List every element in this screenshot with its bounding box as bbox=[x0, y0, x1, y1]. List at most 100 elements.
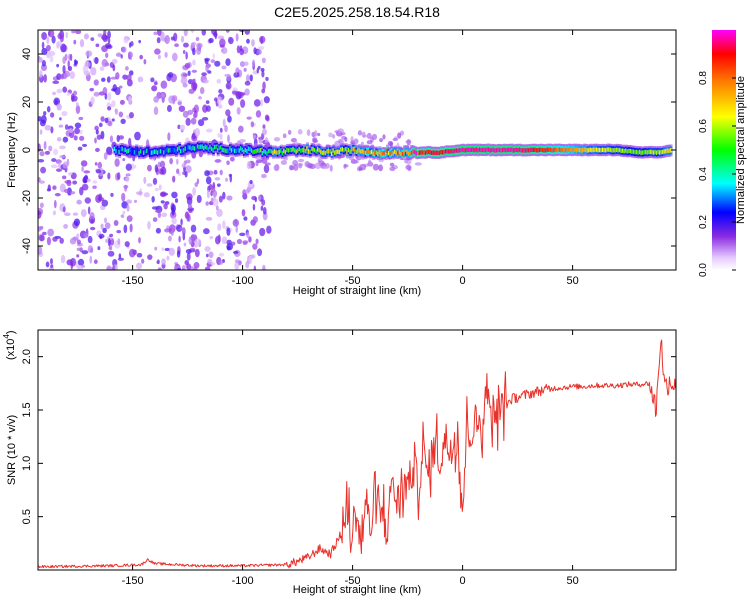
spectrogram-noise-cell bbox=[185, 159, 191, 164]
spectrogram-noise-cell bbox=[206, 189, 210, 199]
spectrogram-noise-cell bbox=[93, 79, 99, 86]
spectrogram-noise-cell bbox=[40, 166, 47, 174]
spectrogram-noise-cell bbox=[210, 59, 216, 64]
spectrogram-haze-cell bbox=[255, 160, 259, 167]
spectrogram-noise-cell bbox=[42, 231, 47, 236]
spectrogram-noise-cell bbox=[210, 197, 214, 204]
spectrogram-noise-cell bbox=[106, 266, 113, 270]
spectrogram-noise-cell bbox=[205, 176, 212, 185]
spectrogram-noise-cell bbox=[171, 191, 178, 199]
spectrogram-haze-cell bbox=[372, 163, 379, 171]
spectrogram-noise-cell bbox=[38, 57, 43, 63]
spectrogram-noise-cell bbox=[182, 83, 188, 88]
spectrogram-noise-cell bbox=[203, 228, 210, 235]
snr-x-tick-label: -100 bbox=[232, 575, 254, 587]
spectrogram-haze-cell bbox=[359, 163, 367, 171]
spectrogram-noise-cell bbox=[215, 205, 219, 211]
spectrogram-noise-cell bbox=[218, 252, 225, 257]
snr-y-axis-label: SNR (10 * v/v) bbox=[6, 415, 18, 485]
spectrogram-haze-cell bbox=[357, 131, 363, 136]
spectrogram-noise-cell bbox=[249, 179, 253, 185]
spectrogram-noise-cell bbox=[106, 92, 112, 101]
spectrogram-noise-cell bbox=[79, 186, 84, 196]
spectrogram-noise-cell bbox=[98, 122, 103, 128]
spectrogram-noise-cell bbox=[260, 67, 265, 72]
spectrogram-noise-cell bbox=[95, 43, 100, 48]
spectrogram-noise-cell bbox=[83, 233, 89, 239]
spectrogram-noise-cell bbox=[119, 99, 125, 105]
colorbar-tick-label: 0.4 bbox=[698, 167, 709, 181]
spectrogram-noise-cell bbox=[126, 74, 132, 81]
spectrogram-noise-cell bbox=[137, 76, 144, 83]
spectrogram-noise-cell bbox=[52, 80, 60, 84]
spectrogram-noise-cell bbox=[257, 248, 263, 257]
spectrogram-noise-cell bbox=[190, 265, 194, 270]
spectrogram-noise-cell bbox=[238, 125, 244, 133]
spectrogram-noise-cell bbox=[261, 173, 267, 179]
spectrogram-haze-cell bbox=[273, 136, 281, 142]
spectrogram-noise-cell bbox=[252, 216, 258, 224]
spectrogram-noise-cell bbox=[161, 212, 168, 218]
spectrogram-noise-cell bbox=[261, 70, 265, 78]
spectrogram-noise-cell bbox=[176, 158, 179, 165]
spectrogram-noise-cell bbox=[77, 146, 83, 151]
spectrogram-noise-cell bbox=[179, 226, 183, 231]
spectrogram-noise-cell bbox=[67, 60, 70, 68]
spectrogram-ridge bbox=[113, 140, 673, 161]
spectrogram-noise-cell bbox=[104, 93, 108, 100]
spectrogram-noise-cell bbox=[97, 246, 101, 251]
spectrogram-noise-cell bbox=[205, 216, 213, 221]
spectrogram-haze-cell bbox=[287, 129, 292, 135]
spectrogram-noise-cell bbox=[54, 192, 61, 197]
spectrogram-noise-cell bbox=[208, 183, 213, 191]
spectrogram-noise-cell bbox=[261, 199, 266, 206]
spectrogram-noise-cell bbox=[143, 176, 147, 184]
spectrogram-noise-cell bbox=[184, 62, 191, 69]
spectrogram-noise-cell bbox=[248, 236, 252, 243]
spectrogram-noise-cell bbox=[51, 35, 56, 44]
snr-multiplier-exponent: 4 bbox=[2, 334, 11, 339]
spectrogram-noise-cell bbox=[195, 37, 200, 42]
spectrogram-noise-cell bbox=[176, 224, 183, 232]
spectrogram-noise-cell bbox=[214, 30, 218, 40]
spectrogram-noise-cell bbox=[56, 63, 60, 68]
spectrogram-noise-cell bbox=[128, 96, 132, 102]
spectrogram-y-axis-label: Frequency (Hz) bbox=[6, 112, 18, 188]
spectrogram-noise-cell bbox=[56, 40, 63, 47]
spectrogram-noise-cell bbox=[40, 64, 48, 72]
spectrogram-noise-cell bbox=[116, 229, 122, 234]
spectrogram-noise-cell bbox=[207, 70, 212, 74]
spectrogram-noise-cell bbox=[201, 117, 209, 121]
spectrogram-noise-cell bbox=[118, 135, 125, 140]
spectrogram-noise-cell bbox=[240, 99, 246, 108]
spectrogram-noise-cell bbox=[205, 105, 211, 112]
spectrogram-noise-cell bbox=[83, 170, 91, 174]
spectrogram-noise-cell bbox=[121, 201, 129, 209]
spectrogram-noise-cell bbox=[160, 200, 165, 204]
colorbar-tick-label: 0.8 bbox=[698, 71, 709, 85]
spectrogram-haze-cell bbox=[414, 162, 422, 166]
spectrogram-haze-cell bbox=[264, 162, 271, 166]
spectrogram-noise-cell bbox=[219, 169, 223, 176]
spectrogram-noise-cell bbox=[262, 124, 266, 129]
spectrogram-noise-cell bbox=[260, 36, 264, 45]
spectrogram-haze-cell bbox=[389, 162, 395, 167]
spectrogram-ridge-cell bbox=[669, 148, 673, 153]
spectrogram-noise-cell bbox=[76, 239, 82, 245]
spectrogram-noise-cell bbox=[104, 117, 109, 124]
spectrogram-noise-cell bbox=[98, 233, 105, 239]
spectrogram-noise-cell bbox=[239, 61, 245, 67]
figure-title: C2E5.2025.258.18.54.R18 bbox=[274, 4, 440, 20]
spectrogram-noise-cell bbox=[172, 52, 178, 62]
spectrogram-noise-cell bbox=[41, 41, 45, 49]
spectrogram-noise-cell bbox=[174, 43, 180, 48]
spectrogram-noise-cell bbox=[154, 209, 162, 213]
spectrogram-noise-cell bbox=[117, 257, 125, 261]
spectrogram-noise-cell bbox=[92, 180, 98, 184]
spectrogram-noise-cell bbox=[94, 125, 99, 131]
spectrogram-noise-cell bbox=[59, 155, 65, 159]
spectrogram-noise-cell bbox=[219, 127, 223, 133]
spectrogram-noise-cell bbox=[219, 260, 224, 265]
spectrogram-y-ticks: -40 -20 0 20 40 bbox=[21, 48, 676, 254]
spectrogram-noise-cell bbox=[216, 208, 223, 217]
